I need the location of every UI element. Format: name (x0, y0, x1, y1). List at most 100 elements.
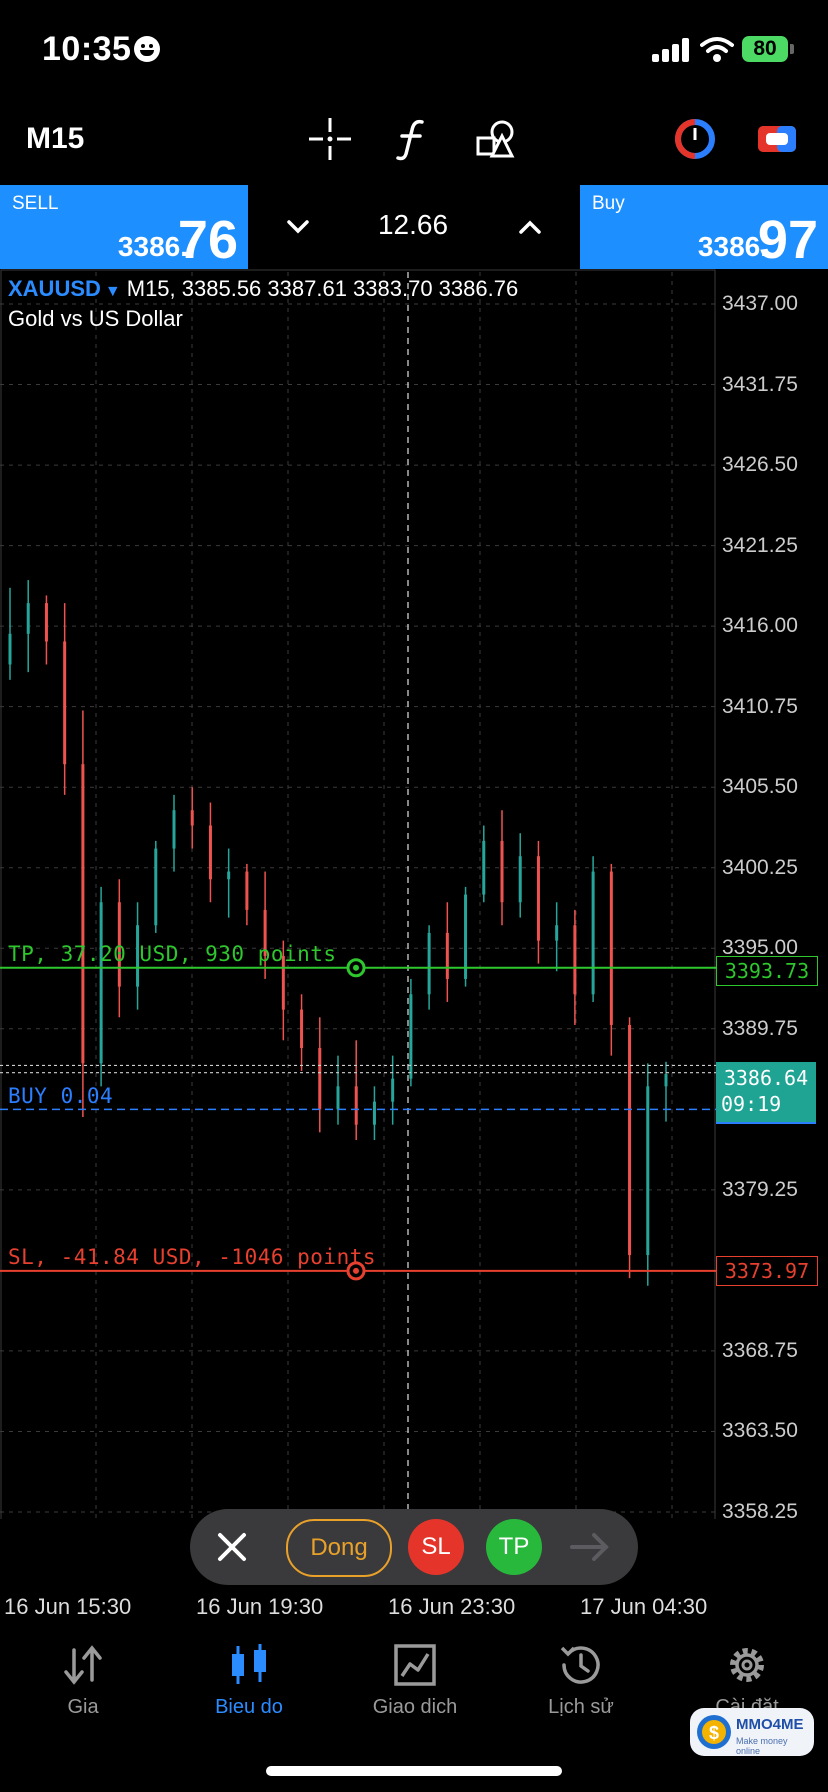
candle-body (536, 856, 540, 941)
nav-quotes[interactable]: Gia (0, 1620, 166, 1730)
set-tp-button[interactable]: TP (486, 1519, 542, 1575)
home-indicator (266, 1766, 562, 1776)
watermark-title: MMO4ME (736, 1716, 804, 1733)
wifi-icon (700, 37, 734, 62)
nav-trade[interactable]: Giao dich (332, 1620, 498, 1730)
nav-history[interactable]: Lịch sử (498, 1620, 664, 1730)
time-tick-label: 17 Jun 04:30 (580, 1594, 708, 1619)
price-tick-label: 3405.50 (722, 775, 798, 799)
candle-body (354, 1086, 358, 1125)
candles-icon (232, 1644, 266, 1684)
candle-body (445, 932, 449, 979)
nav-chart[interactable]: Bieu do (166, 1620, 332, 1730)
candle-body (172, 810, 176, 849)
price-tick-label: 3426.50 (722, 453, 798, 477)
price-tick-label: 3379.25 (722, 1177, 798, 1201)
nav-label: Bieu do (215, 1696, 283, 1718)
price-tick-label: 3437.00 (722, 292, 798, 315)
candle-body (117, 902, 121, 987)
smiley-icon (134, 36, 160, 62)
close-position-button[interactable]: Dong (286, 1519, 392, 1577)
current-price-tag: 3386.64 09:19 (716, 1062, 816, 1124)
trade-bar: SELL 3386. 76 12.66 Buy 3386. 97 (0, 185, 828, 270)
candle-body (99, 902, 103, 1064)
lot-size[interactable]: 12.66 (377, 209, 449, 240)
svg-text:$: $ (709, 1723, 719, 1743)
price-tick-label: 3389.75 (722, 1016, 798, 1040)
chevron-down-icon[interactable] (280, 209, 316, 245)
price-chart[interactable] (0, 269, 828, 1519)
candle-body (409, 994, 413, 1079)
chevron-up-icon[interactable] (512, 209, 548, 245)
watermark-subtitle: Make money online (736, 1736, 788, 1756)
candle-body (300, 1009, 304, 1048)
candle-body (263, 909, 267, 956)
tp-line-label: TP, 37.20 USD, 930 points (8, 942, 337, 966)
status-bar: 10:35 80 (0, 0, 828, 100)
crosshair-icon[interactable] (305, 114, 355, 164)
candle-body (482, 840, 486, 895)
order-action-bar: Dong SL TP (190, 1509, 638, 1585)
sl-drag-handle-dot (353, 1267, 359, 1274)
chart-frame (0, 269, 716, 1519)
set-sl-button[interactable]: SL (408, 1519, 464, 1575)
candle-body (518, 856, 522, 903)
indicators-icon[interactable] (388, 114, 438, 164)
candle-countdown: 09:19 (721, 1092, 782, 1116)
candle-body (646, 1086, 650, 1256)
candle-body (372, 1101, 376, 1125)
sell-price-big: 76 (177, 210, 238, 270)
caret-down-icon[interactable]: ▼ (104, 283, 121, 300)
candle-body (227, 871, 231, 880)
buy-button[interactable]: Buy 3386. 97 (580, 185, 828, 270)
price-tick-label: 3431.75 (722, 372, 798, 396)
symbol-name[interactable]: XAUUSD (8, 276, 101, 301)
gear-icon (730, 1648, 764, 1682)
candle-body (136, 925, 140, 987)
price-tick-label: 3395.00 (722, 936, 798, 960)
price-tick-label: 3363.50 (722, 1419, 798, 1443)
status-time: 10:35 (42, 30, 132, 68)
sell-price-main: 3386. (117, 231, 188, 262)
arrow-right-icon[interactable] (568, 1527, 612, 1567)
objects-icon[interactable] (472, 114, 522, 164)
candle-body (664, 1074, 668, 1087)
sl-price-tag: 3373.97 (716, 1256, 818, 1286)
candle-body (154, 848, 158, 926)
time-tick-label: 16 Jun 15:30 (4, 1594, 132, 1619)
price-tick-label: 3416.00 (722, 614, 798, 638)
chart-toolbar: M15 (0, 100, 828, 184)
current-price: 3386.64 (723, 1066, 809, 1090)
candle-body (555, 925, 559, 941)
candle-body (628, 1024, 632, 1256)
candle-body (81, 764, 85, 1064)
tp-drag-handle-dot (353, 964, 359, 971)
close-icon[interactable] (208, 1523, 256, 1571)
candle-body (391, 1078, 395, 1102)
candle-body (245, 871, 249, 910)
buy-price-main: 3386. (697, 231, 768, 262)
sl-line-label: SL, -41.84 USD, -1046 points (8, 1245, 377, 1269)
timeframe-selector[interactable]: M15 (26, 122, 85, 155)
candle-body (464, 894, 468, 979)
price-tick-label: 3410.75 (722, 694, 798, 718)
tp-price-tag: 3393.73 (716, 956, 818, 986)
time-tick-label: 16 Jun 23:30 (388, 1594, 516, 1619)
trade-chart-icon (394, 1644, 436, 1686)
candle-body (500, 840, 504, 903)
nav-label: Giao dich (372, 1696, 458, 1718)
sell-label: SELL (12, 193, 59, 214)
time-tick-label: 16 Jun 19:30 (196, 1594, 324, 1619)
symbol-row: XAUUSD ▼ M15, 3385.56 3387.61 3383.70 3386… (8, 276, 518, 302)
candle-body (8, 633, 12, 665)
candle-body (44, 603, 48, 642)
trade-panel-icon[interactable] (752, 114, 802, 164)
dollar-coin-icon: $ (697, 1715, 731, 1749)
candle-body (427, 932, 431, 995)
buy-price-big: 97 (757, 210, 818, 270)
price-tick-label: 3421.25 (722, 533, 798, 557)
candle-body (190, 810, 194, 826)
candle-body (609, 871, 613, 1025)
sell-button[interactable]: SELL 3386. 76 (0, 185, 248, 270)
one-click-trading-icon[interactable] (670, 114, 720, 164)
